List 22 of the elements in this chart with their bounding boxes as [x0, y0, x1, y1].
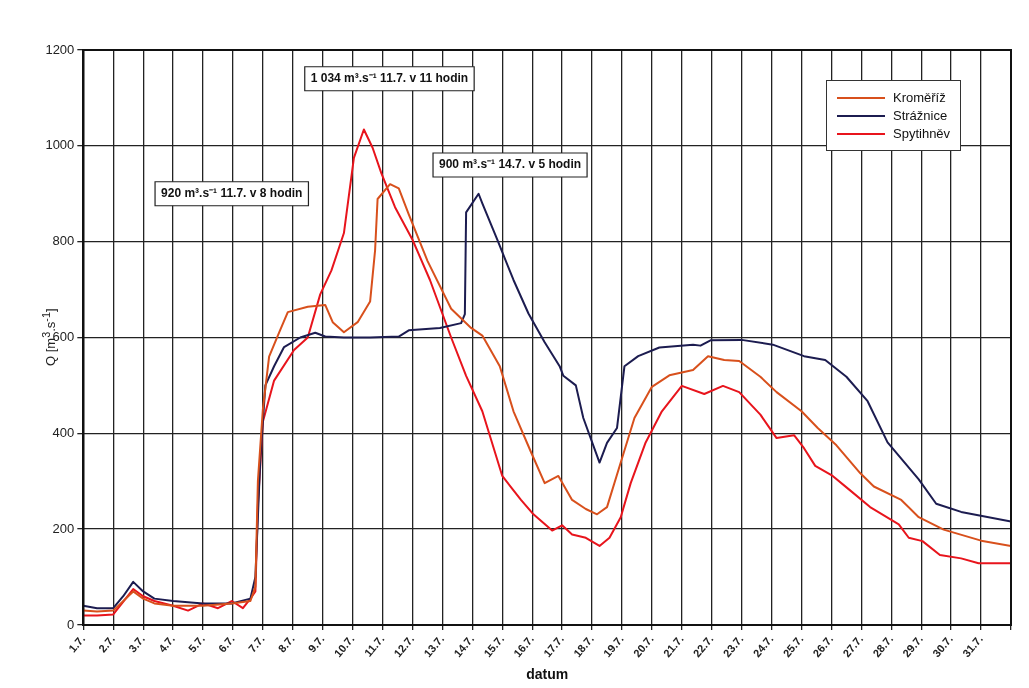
x-tick-label: 4.7. [155, 632, 177, 655]
y-tick-label: 0 [67, 616, 75, 632]
x-tick-label: 9.7. [305, 632, 327, 655]
legend-label: Spytihněv [893, 126, 951, 141]
y-tick-label: 200 [52, 520, 75, 536]
x-tick-label: 5.7. [185, 632, 207, 655]
x-tick-label: 2.7. [96, 632, 118, 655]
legend-label: Strážnice [893, 108, 948, 123]
x-axis-title: datum [526, 666, 569, 683]
annotation: 1 034 m³.s⁻¹ 11.7. v 11 hodin [310, 71, 469, 86]
annotation: 920 m³.s⁻¹ 11.7. v 8 hodin [161, 186, 303, 201]
x-tick-label: 8.7. [275, 632, 297, 655]
legend-label: Kroměříž [893, 90, 946, 105]
y-tick-label: 400 [52, 424, 75, 440]
y-tick-label: 800 [52, 233, 75, 249]
x-tick-label: 3.7. [126, 632, 148, 655]
y-tick-label: 1200 [45, 41, 75, 57]
annotation: 900 m³.s⁻¹ 14.7. v 5 hodin [439, 157, 582, 172]
y-tick-label: 1000 [45, 137, 75, 153]
x-tick-label: 7.7. [245, 632, 267, 655]
x-tick-label: 1.7. [66, 632, 88, 655]
x-tick-label: 6.7. [215, 632, 237, 655]
